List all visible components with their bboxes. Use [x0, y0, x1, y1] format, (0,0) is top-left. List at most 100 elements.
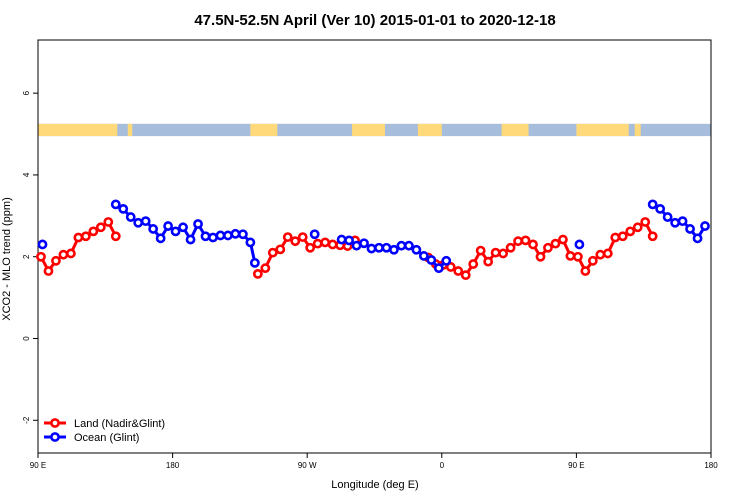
data-point [208, 232, 218, 243]
chart-title: 47.5N-52.5N April (Ver 10) 2015-01-01 to… [194, 12, 555, 29]
legend-item: Land (Nadir&Glint) [44, 418, 165, 430]
data-point [441, 255, 452, 266]
data-point [670, 217, 681, 228]
surface-band-land-segment [634, 123, 641, 137]
data-point [366, 243, 377, 254]
data-point [309, 229, 320, 240]
data-point [80, 231, 91, 242]
data-point [344, 235, 354, 246]
x-tick-label: 180 [704, 461, 718, 470]
surface-band-land-segment [38, 123, 118, 137]
data-point [617, 231, 628, 242]
data-point [95, 222, 106, 233]
data-point [550, 238, 561, 249]
data-point [118, 203, 129, 214]
data-point [374, 242, 384, 253]
data-point [433, 263, 444, 274]
data-point [535, 251, 546, 262]
data-point [381, 242, 392, 253]
surface-band-land-segment [127, 123, 133, 137]
data-point [580, 266, 591, 276]
data-point [73, 232, 84, 243]
x-axis: 90 E 180 90 W 0 90 E 180 [30, 453, 718, 470]
series-layer [36, 199, 710, 281]
y-tick-label: 2 [22, 254, 31, 259]
data-point [403, 240, 414, 251]
data-point [275, 244, 286, 255]
y-tick-label: 0 [22, 336, 31, 341]
data-point [662, 212, 673, 222]
x-tick-label: 90 W [298, 461, 317, 470]
data-point [103, 217, 114, 227]
data-point [237, 229, 248, 240]
data-point [574, 239, 585, 250]
data-point [468, 259, 479, 269]
data-point [140, 216, 151, 227]
data-point [396, 240, 407, 251]
data-point [110, 231, 121, 242]
data-point [260, 263, 271, 274]
legend-item: Ocean (Glint) [44, 432, 139, 444]
data-point [655, 203, 666, 214]
data-point [193, 219, 203, 229]
data-point [170, 226, 181, 237]
data-point [453, 266, 464, 276]
data-point [602, 248, 613, 259]
data-point [640, 217, 651, 227]
series-ocean [37, 199, 710, 274]
data-point [163, 221, 174, 231]
data-point [215, 230, 226, 241]
legend: Land (Nadir&Glint) Ocean (Glint) [44, 418, 165, 444]
data-point [125, 212, 136, 222]
data-point [320, 237, 331, 248]
x-tick-label: 180 [166, 461, 180, 470]
legend-label: Ocean (Glint) [74, 432, 139, 444]
data-point [700, 221, 710, 231]
series-land [36, 217, 658, 281]
data-point [43, 266, 54, 276]
data-point [490, 247, 501, 258]
surface-band-land-segment [576, 123, 629, 137]
surface-band-land-segment [417, 123, 442, 137]
data-point [565, 251, 576, 261]
data-point [305, 242, 316, 253]
data-point [411, 244, 422, 255]
legend-marker [50, 418, 60, 428]
surface-band [38, 123, 711, 137]
data-point [632, 222, 643, 233]
data-point [133, 217, 144, 228]
data-point [389, 244, 399, 255]
data-point [297, 232, 308, 242]
y-tick-label: -2 [22, 416, 31, 424]
data-point [426, 255, 437, 265]
y-axis: -2 0 2 4 6 [22, 90, 38, 424]
data-point [267, 247, 278, 258]
data-point [336, 234, 347, 245]
x-tick-label: 90 E [568, 461, 584, 470]
data-point [290, 236, 301, 247]
surface-band-land-segment [501, 123, 529, 137]
data-point [155, 233, 166, 244]
data-point [351, 240, 362, 251]
data-point [505, 242, 516, 253]
data-point [460, 270, 471, 281]
data-point [223, 230, 233, 241]
data-point [445, 262, 456, 272]
data-point [282, 232, 293, 242]
data-point [587, 255, 598, 266]
data-point [558, 234, 568, 245]
data-point [230, 228, 241, 239]
data-point [610, 232, 621, 243]
data-point [685, 224, 695, 234]
plot-frame [37, 39, 712, 454]
data-point [58, 249, 69, 260]
data-point [51, 255, 61, 266]
data-point [178, 222, 188, 233]
legend-label: Land (Nadir&Glint) [74, 418, 165, 430]
data-point [418, 251, 429, 261]
y-axis-label: XCO2 - MLO trend (ppm) [1, 197, 13, 320]
data-point [647, 231, 658, 242]
data-point [543, 242, 553, 253]
data-point [185, 234, 196, 245]
